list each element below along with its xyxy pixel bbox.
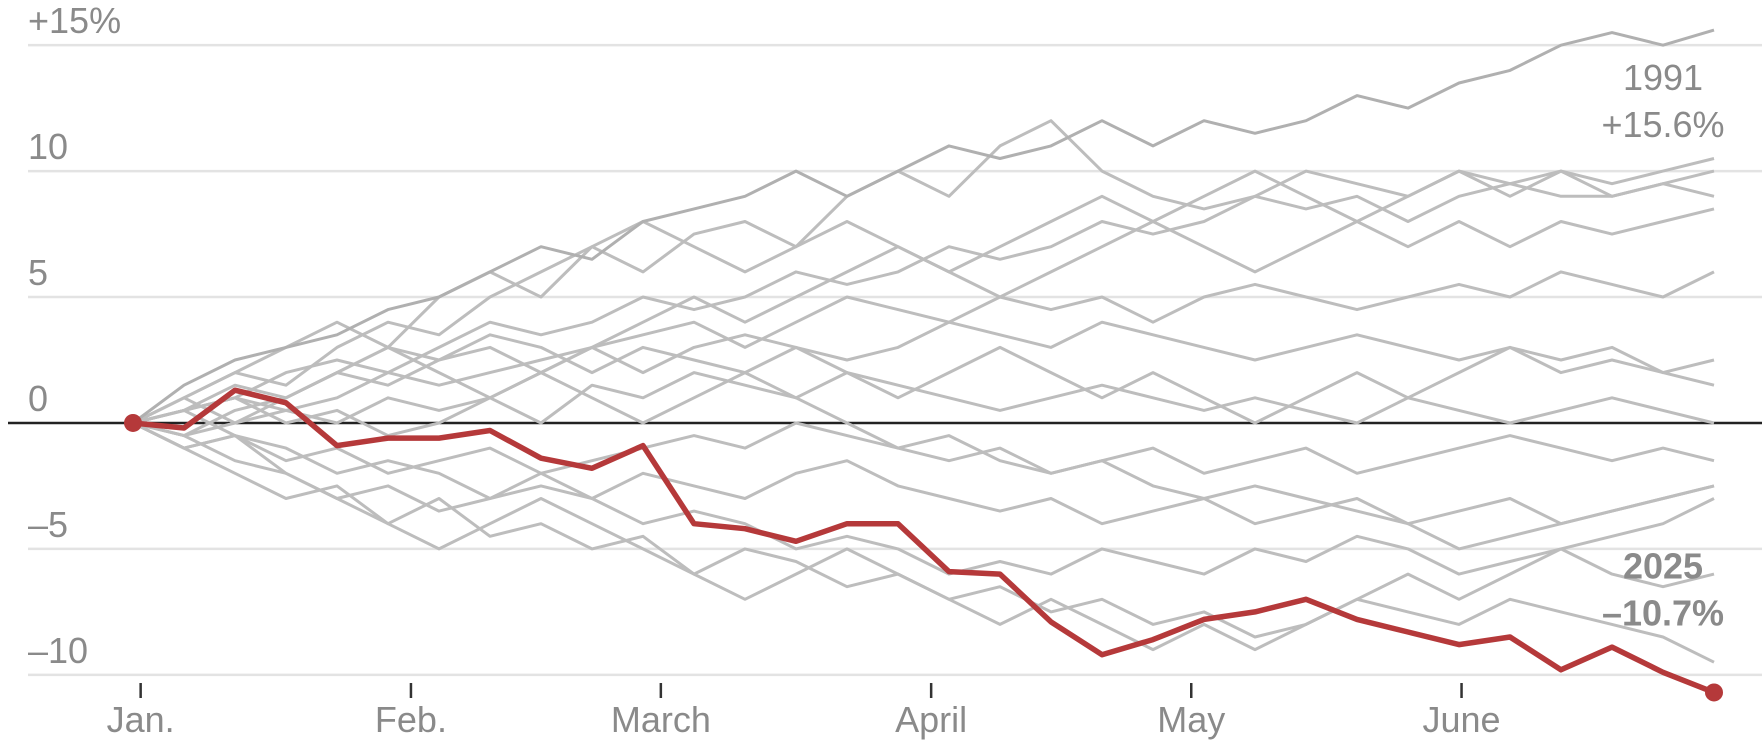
series-line bbox=[132, 169, 1715, 425]
series-line bbox=[132, 421, 1715, 475]
series-line bbox=[132, 421, 1715, 652]
series-value-label: +15.6% bbox=[1601, 104, 1724, 145]
series-line bbox=[132, 119, 1715, 425]
x-tick-label: April bbox=[895, 699, 967, 740]
x-tick-label: Jan. bbox=[107, 699, 175, 740]
x-tick-label: June bbox=[1423, 699, 1501, 740]
series-name-label: 1991 bbox=[1623, 57, 1703, 98]
series-line bbox=[132, 408, 1715, 526]
series-line bbox=[132, 387, 1716, 695]
series-line bbox=[132, 28, 1715, 425]
series-line bbox=[132, 270, 1715, 438]
x-tick-label: May bbox=[1157, 699, 1225, 740]
series-line bbox=[132, 371, 1715, 438]
series-line bbox=[132, 320, 1715, 425]
y-tick-label: –5 bbox=[28, 504, 68, 545]
x-tick-label: Feb. bbox=[375, 699, 447, 740]
series-line bbox=[132, 333, 1715, 551]
x-tick-label: March bbox=[611, 699, 711, 740]
endpoint-dot bbox=[1705, 683, 1723, 702]
series-line bbox=[132, 421, 1715, 589]
y-tick-label: +15% bbox=[28, 0, 121, 41]
series-line bbox=[132, 421, 1715, 664]
series-name-label: 2025 bbox=[1623, 545, 1703, 586]
endpoint-dot bbox=[124, 413, 142, 432]
y-tick-label: 5 bbox=[28, 252, 48, 293]
y-tick-label: –10 bbox=[28, 630, 88, 671]
y-tick-label: 0 bbox=[28, 378, 48, 419]
y-tick-label: 10 bbox=[28, 126, 68, 167]
series-line bbox=[132, 194, 1715, 425]
series-line bbox=[132, 345, 1715, 438]
series-value-label: –10.7% bbox=[1602, 592, 1724, 633]
